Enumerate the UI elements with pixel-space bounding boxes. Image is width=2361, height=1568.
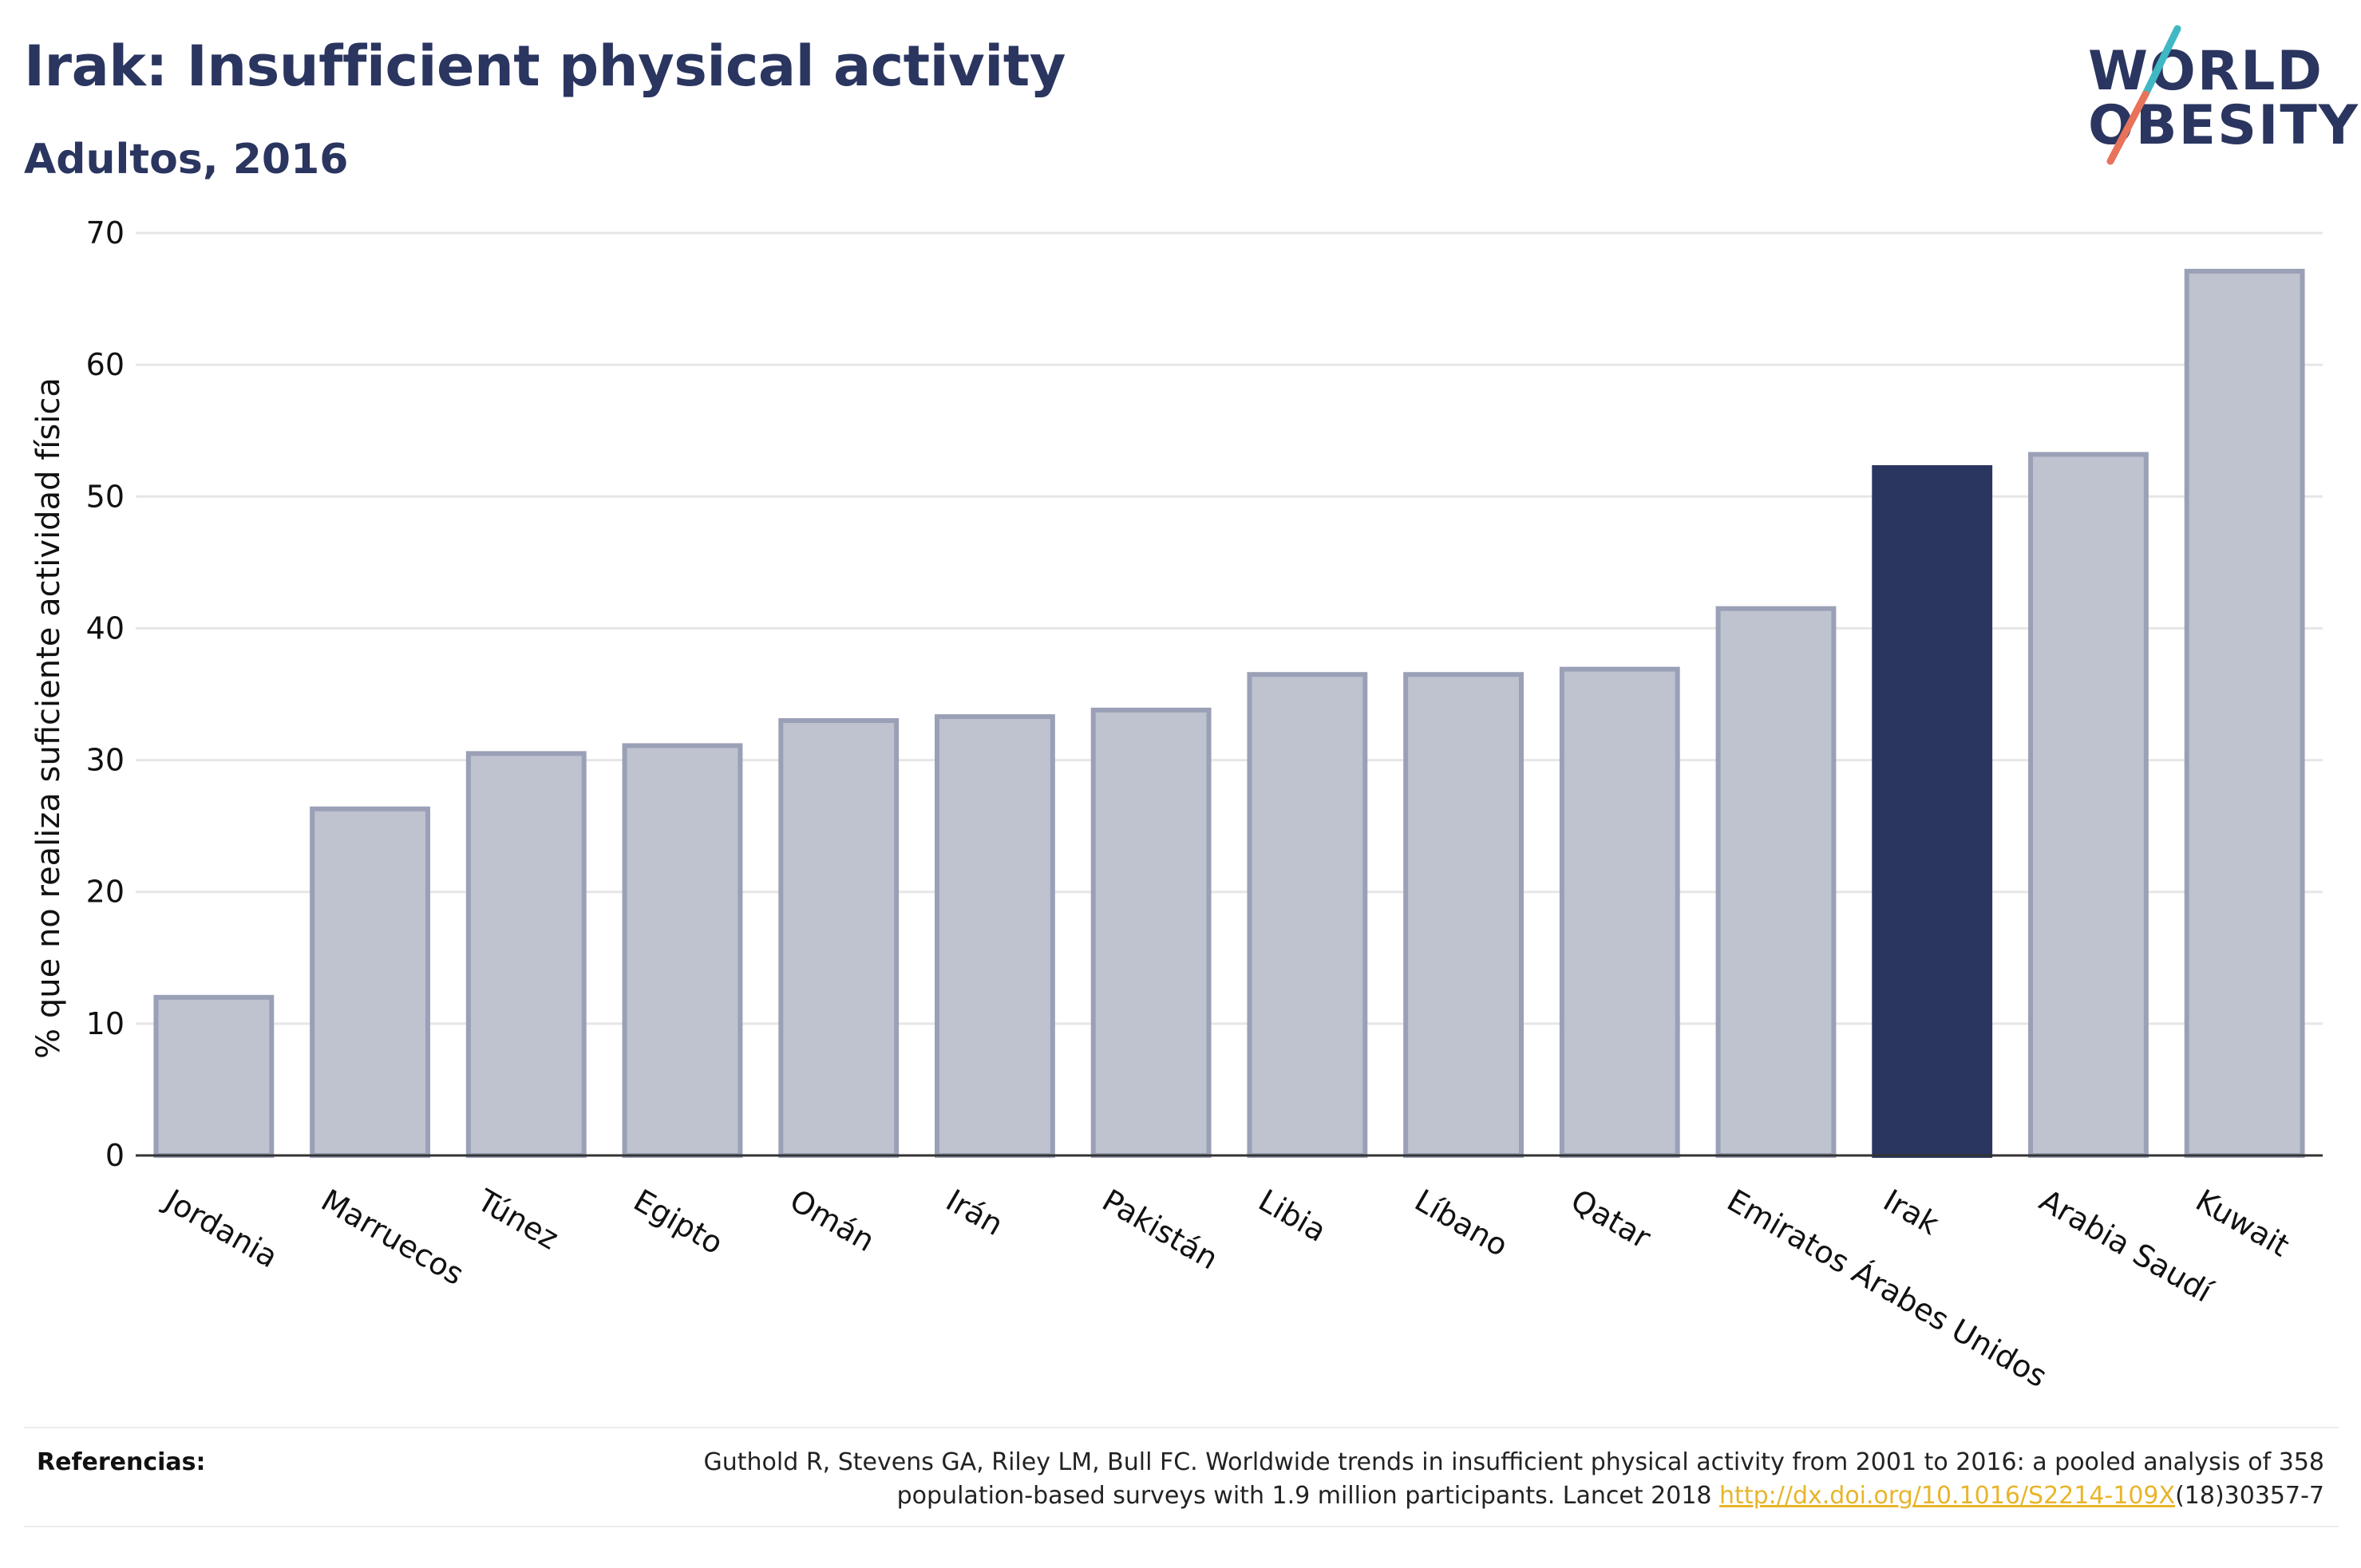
references-top-divider	[24, 1427, 2339, 1428]
y-tick-label: 10	[86, 1006, 125, 1041]
doi-link[interactable]: http://dx.doi.org/10.1016/S2214-109X	[1719, 1482, 2176, 1510]
x-tick-label: Líbano	[1409, 1183, 1514, 1263]
references-line-2-suffix: (18)30357-7	[2175, 1482, 2324, 1510]
x-tick-label: Irán	[940, 1183, 1009, 1242]
chart-subtitle: Adultos, 2016	[24, 136, 349, 184]
x-tick-label: Túnez	[471, 1182, 564, 1256]
bar-líbano	[1403, 672, 1524, 1158]
x-tick-label: Qatar	[1565, 1183, 1657, 1256]
x-tick-label: Jordania	[158, 1182, 284, 1274]
bar-libia	[1247, 672, 1368, 1158]
references-line-1: Guthold R, Stevens GA, Riley LM, Bull FC…	[703, 1448, 2324, 1476]
y-tick-label: 0	[105, 1138, 125, 1173]
bar-marruecos	[310, 806, 430, 1158]
y-tick-label: 30	[86, 743, 125, 778]
y-axis-label: % que no realiza suficiente actividad fí…	[30, 377, 67, 1059]
references-bottom-divider	[24, 1526, 2339, 1527]
x-tick-label: Marruecos	[315, 1183, 470, 1292]
chart-title: Irak: Insufficient physical activity	[24, 34, 1066, 99]
references-line-2-text: population-based surveys with 1.9 millio…	[896, 1482, 1720, 1510]
y-tick-label: 50	[86, 479, 125, 514]
bar-irak	[1872, 464, 1993, 1158]
logo-slash-icon	[2106, 25, 2181, 165]
bar-egipto	[622, 743, 743, 1158]
references-label: Referencias:	[37, 1448, 206, 1476]
bar-qatar	[1559, 666, 1680, 1158]
y-tick-label: 40	[86, 610, 125, 646]
x-tick-label: Libia	[1252, 1183, 1332, 1249]
logo-line-1: WORLD	[2088, 40, 2323, 103]
grid-lines	[136, 231, 2323, 1157]
bar-túnez	[465, 751, 587, 1158]
references-text: Guthold R, Stevens GA, Riley LM, Bull FC…	[409, 1446, 2324, 1513]
references-line-2: population-based surveys with 1.9 millio…	[409, 1479, 2324, 1513]
x-tick-label: Kuwait	[2190, 1183, 2296, 1264]
world-obesity-logo: WORLD OBESITY	[2075, 24, 2358, 168]
y-tick-label: 20	[86, 875, 125, 910]
x-tick-label: Irak	[1877, 1183, 1944, 1242]
x-tick-label: Arabia Saudí	[2034, 1183, 2219, 1309]
bar-arabia-saudí	[2028, 452, 2149, 1158]
x-tick-label: Omán	[784, 1183, 880, 1258]
bar-omán	[778, 718, 900, 1158]
bar-emiratos-árabes-unidos	[1715, 606, 1837, 1158]
bar-pakistán	[1090, 707, 1212, 1158]
y-tick-labels: 0 10 20 30 40 50 60 70	[86, 215, 125, 1173]
x-tick-labels: Jordania Marruecos Túnez Egipto Omán Irán Paki…	[158, 1182, 2296, 1388]
y-tick-label: 60	[86, 347, 125, 382]
bar-kuwait	[2184, 268, 2305, 1158]
bar-irán	[935, 714, 1055, 1158]
x-tick-label: Egipto	[628, 1183, 730, 1262]
y-tick-label: 70	[86, 215, 125, 251]
bar-chart: 0 10 20 30 40 50 60 70 Jordania Marruecos Túnez Eg…	[30, 215, 2323, 1388]
x-tick-label: Pakistán	[1097, 1183, 1224, 1277]
bar-jordania	[153, 994, 275, 1158]
